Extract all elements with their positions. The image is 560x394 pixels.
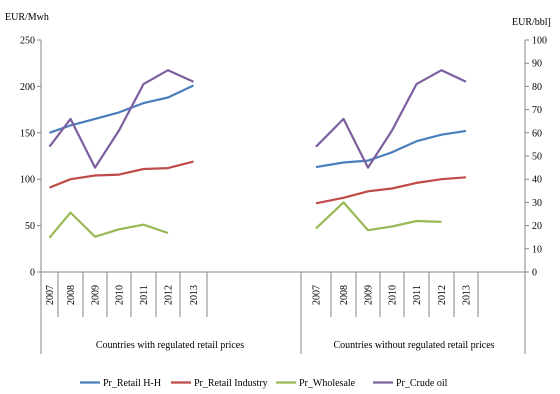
- left-tick-label: 200: [20, 82, 35, 93]
- category-tick-label: 2007: [312, 285, 323, 305]
- right-tick-label: 70: [532, 105, 542, 116]
- right-axis-unit: EUR/bbl]: [512, 17, 551, 28]
- group-label-regulated: Countries with regulated retail prices: [96, 340, 244, 351]
- right-tick-label: 60: [532, 128, 542, 139]
- left-tick-label: 0: [30, 268, 35, 279]
- category-tick-label: 2013: [189, 285, 200, 305]
- category-tick-label: 2008: [66, 285, 77, 305]
- category-tick-label: 2013: [462, 285, 473, 305]
- right-tick-label: 0: [532, 268, 537, 279]
- series-layer: [48, 69, 467, 239]
- series-line-pr-wholesale-group-0: [48, 211, 169, 239]
- category-tick-label: 2008: [339, 285, 350, 305]
- right-tick-label: 80: [532, 82, 542, 93]
- right-tick-label: 100: [532, 36, 547, 47]
- category-tick-label: 2011: [412, 285, 423, 305]
- left-tick-label: 50: [25, 221, 35, 232]
- group-label-unregulated: Countries without regulated retail price…: [333, 340, 494, 351]
- left-tick-label: 150: [20, 128, 35, 139]
- right-tick-label: 50: [532, 152, 542, 163]
- series-line-pr-wholesale-group-1: [315, 201, 442, 232]
- series-line-pr-crude-oil-group-0: [48, 69, 194, 169]
- left-tick-label: 250: [20, 36, 35, 47]
- left-tick-label: 100: [20, 175, 35, 186]
- category-tick-label: 2012: [164, 285, 175, 305]
- category-tick-label: 2011: [139, 285, 150, 305]
- series-line-pr-retail-industry-group-0: [49, 160, 194, 189]
- series-line-pr-retail-h-h-group-1: [315, 129, 467, 169]
- series-line-pr-crude-oil-group-1: [315, 69, 467, 169]
- legend-label: Pr_Crude oil: [396, 378, 448, 389]
- category-tick-label: 2009: [364, 285, 375, 305]
- category-tick-label: 2009: [91, 285, 102, 305]
- legend-label: Pr_Retail Industry: [194, 378, 268, 389]
- category-tick-label: 2010: [388, 285, 399, 305]
- legend: Pr_Retail H-H Pr_Retail Industry Pr_Wholes…: [80, 378, 448, 389]
- left-axis-unit: EUR/Mwh: [5, 12, 49, 23]
- right-tick-label: 90: [532, 59, 542, 70]
- legend-label: Pr_Wholesale: [299, 378, 356, 389]
- right-tick-label: 10: [532, 244, 542, 255]
- category-tick-label: 2012: [437, 285, 448, 305]
- right-tick-label: 40: [532, 175, 542, 186]
- right-tick-label: 20: [532, 221, 542, 232]
- legend-label: Pr_Retail H-H: [103, 378, 161, 389]
- category-tick-label: 2010: [115, 285, 126, 305]
- right-tick-label: 30: [532, 198, 542, 209]
- series-line-pr-retail-industry-group-1: [315, 176, 467, 205]
- axes: 0 50 100 150 200 250 0 10 20 30 40 50 60 70 80 90 100 200…: [20, 36, 547, 354]
- series-line-pr-retail-h-h-group-0: [49, 84, 194, 134]
- category-tick-label: 2007: [45, 285, 56, 305]
